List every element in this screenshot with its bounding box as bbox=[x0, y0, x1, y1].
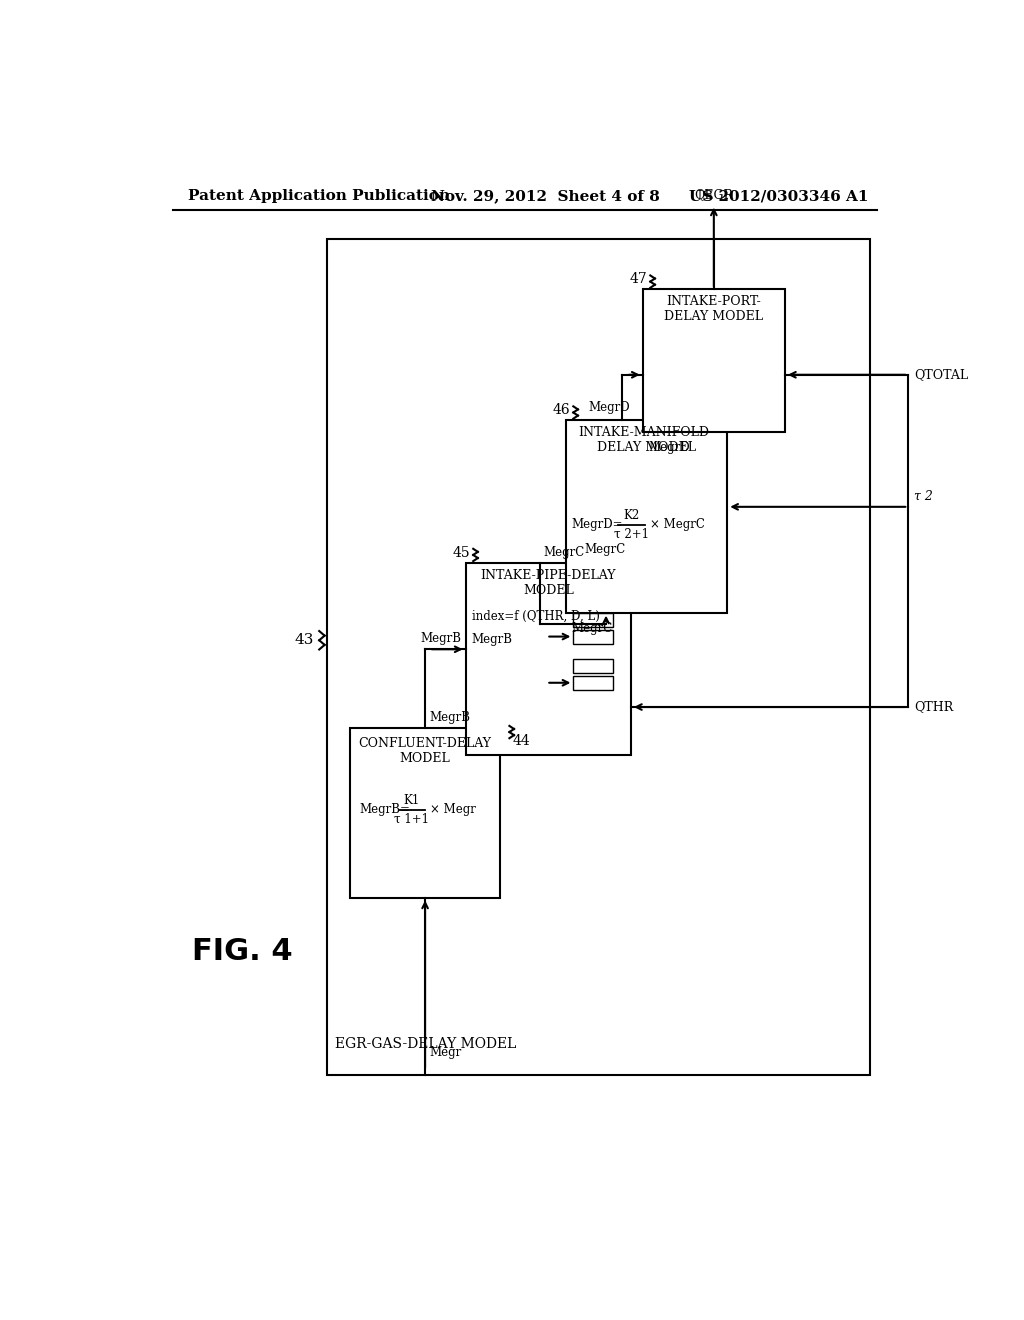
Text: MegrD: MegrD bbox=[589, 401, 631, 414]
Text: FIG. 4: FIG. 4 bbox=[193, 937, 293, 966]
Text: × MegrC: × MegrC bbox=[650, 519, 706, 532]
Text: 45: 45 bbox=[453, 545, 470, 560]
Text: MegrD: MegrD bbox=[649, 441, 690, 454]
Text: MegrB=: MegrB= bbox=[359, 804, 411, 816]
Text: Nov. 29, 2012  Sheet 4 of 8: Nov. 29, 2012 Sheet 4 of 8 bbox=[431, 189, 659, 203]
Bar bbox=[466, 562, 631, 755]
Text: INTAKE-PORT-
DELAY MODEL: INTAKE-PORT- DELAY MODEL bbox=[665, 296, 763, 323]
Text: × Megr: × Megr bbox=[430, 804, 476, 816]
Text: QEGR: QEGR bbox=[694, 187, 733, 201]
Text: 43: 43 bbox=[294, 634, 313, 647]
Bar bbox=[573, 676, 613, 689]
Text: QTHR: QTHR bbox=[914, 701, 953, 714]
Bar bbox=[573, 659, 613, 673]
Text: 46: 46 bbox=[553, 404, 570, 417]
Text: INTAKE-MANIFOLD-
DELAY MODEL: INTAKE-MANIFOLD- DELAY MODEL bbox=[579, 426, 714, 454]
Text: MegrD=: MegrD= bbox=[571, 519, 624, 532]
Text: MegrC: MegrC bbox=[571, 622, 613, 635]
Text: MegrB: MegrB bbox=[472, 634, 513, 647]
Text: Megr: Megr bbox=[429, 1047, 461, 1059]
Bar bbox=[327, 239, 869, 1074]
Text: EGR-GAS-DELAY MODEL: EGR-GAS-DELAY MODEL bbox=[335, 1038, 516, 1051]
Text: 44: 44 bbox=[513, 734, 530, 748]
Text: US 2012/0303346 A1: US 2012/0303346 A1 bbox=[689, 189, 868, 203]
Text: MegrB: MegrB bbox=[421, 632, 462, 645]
Text: τ 2: τ 2 bbox=[914, 490, 933, 503]
Bar bbox=[573, 630, 613, 644]
Text: K2: K2 bbox=[623, 510, 639, 523]
Text: τ 1+1: τ 1+1 bbox=[394, 813, 429, 825]
Bar bbox=[573, 612, 613, 627]
Text: MegrC: MegrC bbox=[585, 544, 626, 557]
Text: INTAKE-PIPE-DELAY
MODEL: INTAKE-PIPE-DELAY MODEL bbox=[480, 569, 616, 597]
Text: MegrB: MegrB bbox=[429, 711, 470, 725]
Text: index=f (QTHR, D, L): index=f (QTHR, D, L) bbox=[472, 610, 599, 623]
Text: 47: 47 bbox=[630, 272, 647, 286]
Text: K1: K1 bbox=[403, 795, 420, 807]
Bar bbox=[643, 289, 785, 432]
Text: CONFLUENT-DELAY
MODEL: CONFLUENT-DELAY MODEL bbox=[358, 738, 492, 766]
Text: τ 2+1: τ 2+1 bbox=[613, 528, 648, 541]
Bar bbox=[350, 729, 500, 898]
Text: MegrC: MegrC bbox=[544, 545, 585, 558]
Text: Patent Application Publication: Patent Application Publication bbox=[188, 189, 451, 203]
Bar bbox=[565, 420, 727, 612]
Text: QTOTAL: QTOTAL bbox=[914, 368, 969, 381]
